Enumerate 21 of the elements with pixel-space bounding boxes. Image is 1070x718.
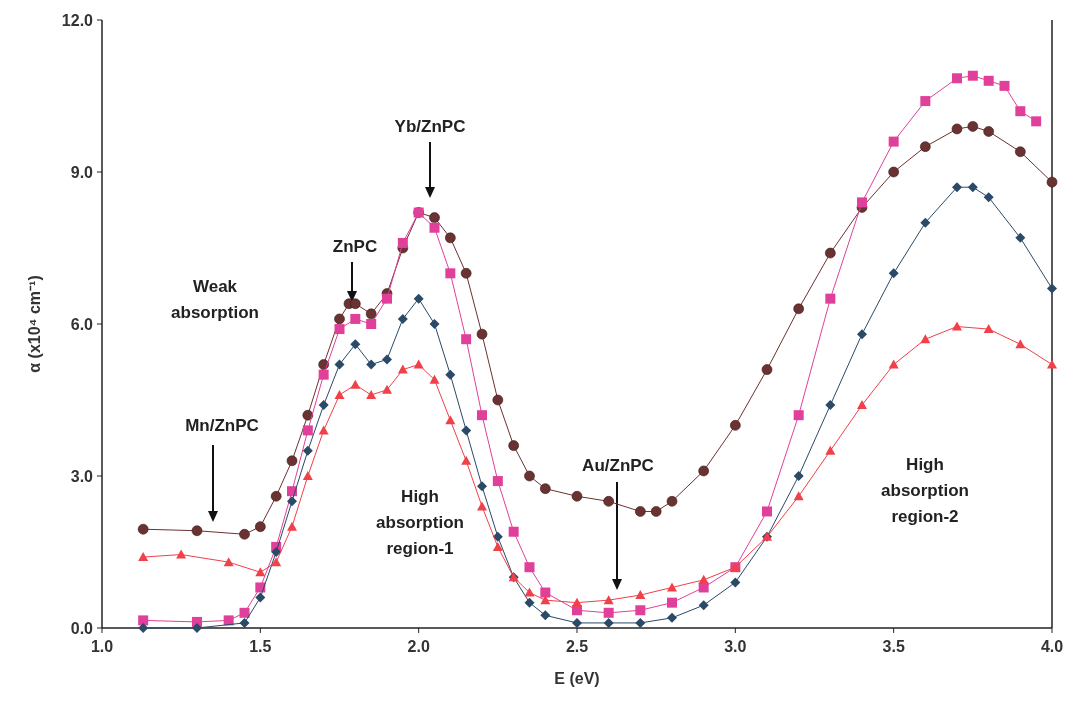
y-tick-label: 12.0 (61, 11, 94, 29)
y-axis-title: α (x10⁴ cm⁻¹) (26, 275, 43, 373)
x-tick-label: 4.0 (1040, 638, 1064, 655)
x-tick-label: 3.5 (882, 638, 905, 655)
x-axis-title: E (eV) (554, 670, 600, 687)
annotation: Yb/ZnPC (394, 117, 466, 136)
annotation: Au/ZnPC (582, 456, 654, 475)
y-tick-label: 0.0 (70, 619, 94, 637)
annotation: ZnPC (332, 237, 378, 256)
y-tick-label: 9.0 (70, 163, 94, 181)
x-tick-label: 2.5 (565, 638, 589, 655)
y-tick-label: 6.0 (70, 315, 94, 333)
x-tick-label: 3.0 (724, 638, 747, 655)
x-tick-label: 1.0 (90, 638, 114, 655)
annotation: High absorption region-1 (376, 487, 464, 558)
annotation: Weak absorption (171, 277, 259, 322)
x-tick-label: 2.0 (407, 638, 430, 655)
annotation: Mn/ZnPC (185, 416, 259, 435)
y-tick-label: 3.0 (70, 467, 94, 485)
x-tick-label: 1.5 (249, 638, 272, 655)
annotation: High absorption region-2 (881, 455, 969, 526)
